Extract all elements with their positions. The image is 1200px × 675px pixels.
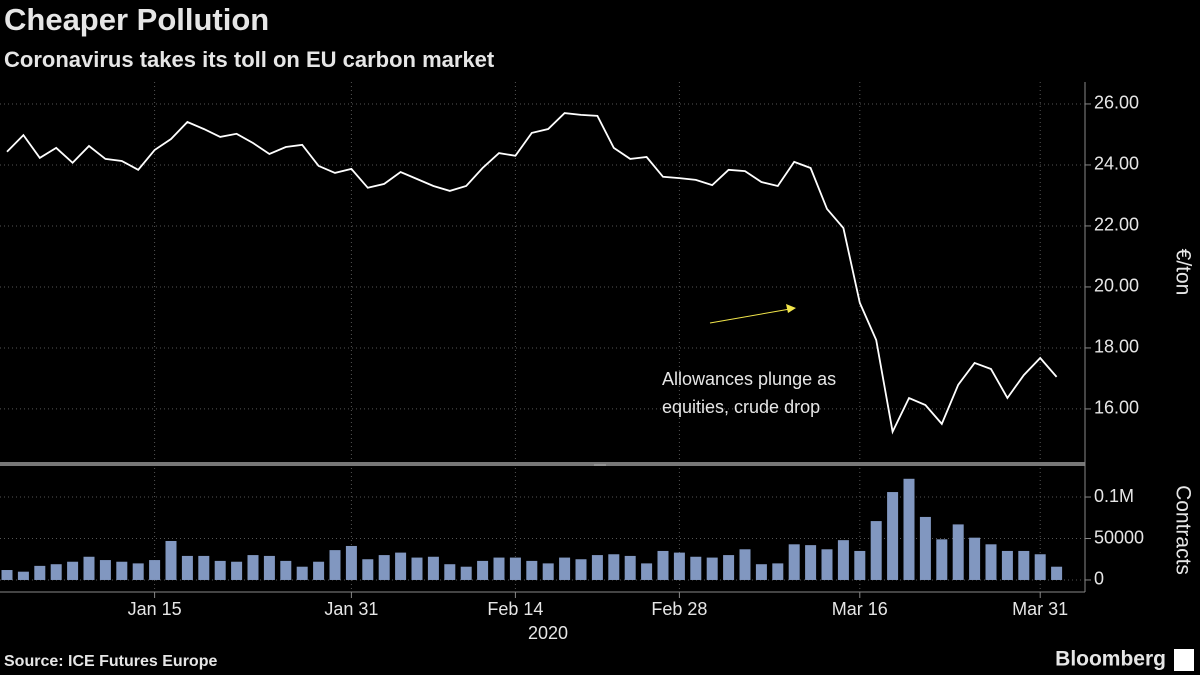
bar [165, 540, 177, 580]
bar [706, 557, 718, 580]
bar [99, 560, 111, 580]
bar [837, 540, 849, 580]
annotation-arrowhead [786, 304, 796, 313]
bar [214, 560, 226, 580]
bar [1051, 566, 1063, 580]
bar [198, 555, 210, 580]
bar [526, 560, 538, 580]
bar [329, 550, 341, 580]
bar [411, 557, 423, 580]
bar [969, 537, 981, 580]
bar [952, 524, 964, 580]
bar [296, 566, 308, 580]
bar [903, 478, 915, 580]
bar [50, 564, 62, 580]
bar [1001, 550, 1013, 580]
bar [657, 550, 669, 580]
chart-title: Cheaper Pollution [4, 2, 269, 37]
bar [641, 563, 653, 580]
bar [231, 561, 243, 580]
bar [542, 563, 554, 580]
bar [1, 570, 13, 580]
annotation-arrow [709, 308, 791, 324]
bar [313, 561, 325, 580]
price-line [6, 112, 1058, 435]
bar [608, 554, 620, 580]
x-tick-label: Jan 31 [324, 599, 378, 619]
bar [34, 565, 46, 580]
x-tick-label: Feb 28 [651, 599, 707, 619]
y-tick-label: 0 [1094, 569, 1104, 589]
bar [887, 492, 899, 580]
source: Source: ICE Futures Europe [4, 653, 217, 670]
bar [395, 552, 407, 580]
x-tick-label: Mar 31 [1012, 599, 1068, 619]
bar [690, 556, 702, 580]
bar [772, 563, 784, 580]
y-tick-label: 26.00 [1094, 93, 1139, 113]
bar [67, 561, 79, 580]
brand-icon [1174, 649, 1194, 671]
x-tick-label: Feb 14 [487, 599, 543, 619]
bar [149, 560, 161, 580]
bar [1034, 554, 1046, 580]
x-tick-label: Jan 15 [128, 599, 182, 619]
bar [624, 555, 636, 580]
bar [116, 561, 128, 580]
bar [870, 521, 882, 580]
bar [821, 549, 833, 580]
y-tick-label: 16.00 [1094, 398, 1139, 418]
y-tick-label: 20.00 [1094, 276, 1139, 296]
y-axis-label: Contracts [1171, 485, 1194, 575]
bar [559, 557, 571, 580]
y-tick-label: 18.00 [1094, 337, 1139, 357]
bar [493, 557, 505, 580]
bar [788, 544, 800, 580]
bar [1018, 550, 1030, 580]
bar [181, 555, 193, 580]
bar [362, 559, 374, 580]
bar [673, 552, 685, 580]
bar [132, 563, 144, 580]
bar [509, 557, 521, 580]
y-tick-label: 22.00 [1094, 215, 1139, 235]
x-tick-label: Mar 16 [832, 599, 888, 619]
bar [17, 571, 29, 580]
bar [936, 539, 948, 580]
y-tick-label: 24.00 [1094, 154, 1139, 174]
bar [739, 549, 751, 580]
annotation: Allowances plunge as [662, 369, 836, 389]
bar [919, 516, 931, 580]
bar [985, 544, 997, 580]
bar [755, 564, 767, 580]
bar [83, 556, 95, 580]
annotation: equities, crude drop [662, 397, 820, 417]
bar [247, 555, 259, 580]
chart-subtitle: Coronavirus takes its toll on EU carbon … [4, 47, 495, 72]
bar [280, 560, 292, 580]
bar [805, 545, 817, 580]
x-axis-label: 2020 [528, 623, 568, 643]
bar [263, 555, 275, 580]
bar [723, 555, 735, 580]
y-axis-label: €/ton [1171, 249, 1194, 296]
bar [854, 550, 866, 580]
bar [378, 555, 390, 580]
brand: Bloomberg [1055, 648, 1166, 671]
y-tick-label: 0.1M [1094, 486, 1134, 506]
y-tick-label: 50000 [1094, 527, 1144, 547]
bar [591, 555, 603, 580]
bar [427, 556, 439, 580]
bar [444, 564, 456, 580]
bar [460, 566, 472, 580]
bar [345, 545, 357, 580]
bar [575, 559, 587, 580]
bar [477, 560, 489, 580]
